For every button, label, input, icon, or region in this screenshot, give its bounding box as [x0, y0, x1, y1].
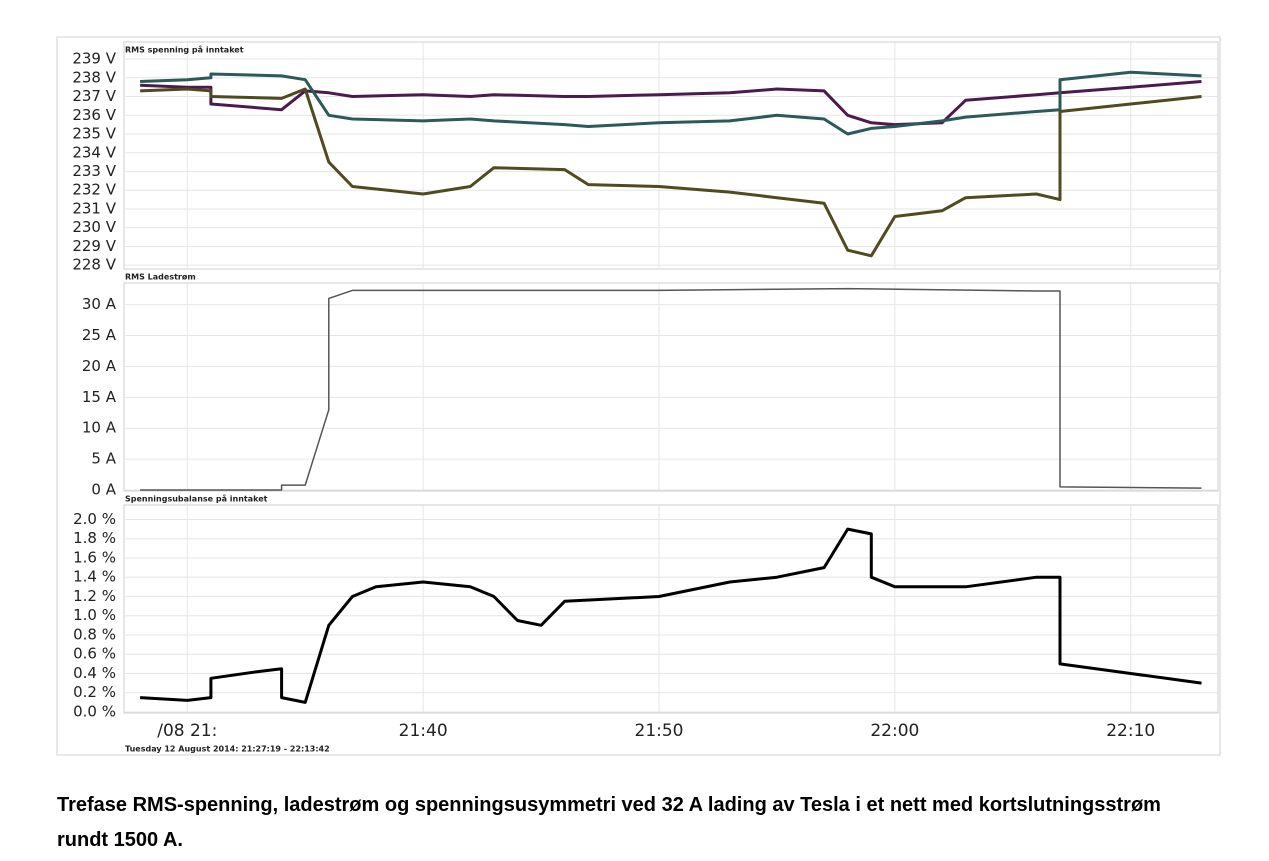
y-tick-label: 238 V [72, 68, 116, 86]
y-tick-label: 239 V [72, 50, 116, 68]
x-tick-label: 21:40 [399, 721, 448, 741]
y-tick-label: 232 V [72, 181, 116, 199]
data-line [140, 70, 1202, 136]
data-line [140, 287, 1202, 491]
plot-area [123, 282, 1219, 492]
panel-title: RMS Ladestrøm [125, 273, 196, 282]
panel-title: RMS spenning på inntaket [125, 45, 244, 55]
y-tick-label: 230 V [72, 218, 116, 236]
data-line [140, 80, 1202, 127]
y-tick-label: 0.0 % [73, 703, 116, 721]
y-tick-label: 231 V [72, 199, 116, 217]
y-tick-label: 10 A [82, 419, 117, 437]
plot-area [123, 504, 1219, 714]
y-tick-label: 20 A [82, 357, 117, 375]
y-tick-label: 1.6 % [73, 548, 116, 566]
y-tick-label: 0.6 % [73, 645, 116, 663]
caption: Trefase RMS-spenning, ladestrøm og spenn… [57, 794, 1161, 851]
y-tick-label: 30 A [82, 295, 117, 313]
footer: Tuesday 12 August 2014: 21:27:19 - 22:13… [125, 745, 330, 754]
y-tick-label: 1.2 % [73, 587, 116, 605]
y-tick-label: 0 A [91, 481, 116, 499]
data-line [140, 87, 1202, 258]
panel-title: Spenningsubalanse på inntaket [125, 494, 268, 504]
y-tick-label: 25 A [82, 326, 117, 344]
y-tick-label: 15 A [82, 388, 117, 406]
y-tick-label: 1.0 % [73, 606, 116, 624]
y-tick-label: 237 V [72, 87, 116, 105]
y-tick-label: 234 V [72, 143, 116, 161]
x-tick-label: /08 21: [157, 721, 217, 741]
y-tick-label: 0.4 % [73, 664, 116, 682]
y-tick-label: 235 V [72, 125, 116, 143]
y-tick-label: 0.2 % [73, 683, 116, 701]
y-tick-label: 5 A [91, 450, 116, 468]
y-tick-label: 233 V [72, 162, 116, 180]
y-tick-label: 0.8 % [73, 625, 116, 643]
y-tick-label: 1.4 % [73, 568, 116, 586]
data-line [140, 527, 1202, 704]
y-tick-label: 228 V [72, 256, 116, 274]
x-tick-label: 21:50 [635, 721, 684, 741]
y-tick-label: 2.0 % [73, 510, 116, 528]
y-tick-label: 229 V [72, 237, 116, 255]
y-tick-label: 236 V [72, 106, 116, 124]
chart: Tuesday 12 August 2014: 21:27:19 - 22:13… [56, 36, 1221, 756]
x-tick-label: 22:00 [870, 721, 919, 741]
x-tick-label: 22:10 [1106, 721, 1155, 741]
y-tick-label: 1.8 % [73, 529, 116, 547]
